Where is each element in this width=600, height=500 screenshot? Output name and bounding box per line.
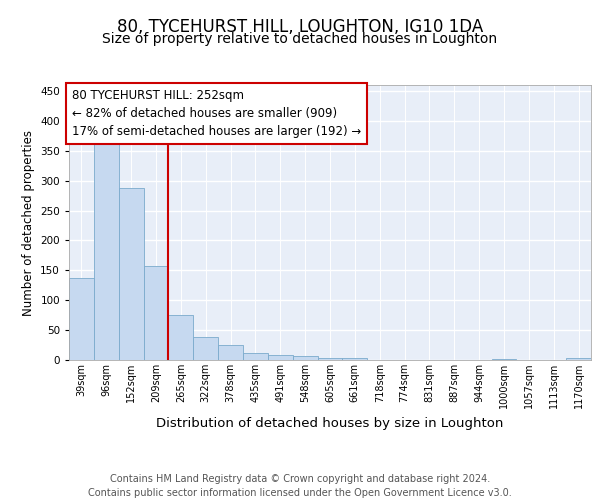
Y-axis label: Number of detached properties: Number of detached properties [22, 130, 35, 316]
Bar [293, 356, 317, 360]
Bar [69, 278, 94, 360]
Bar [268, 355, 293, 360]
Text: Size of property relative to detached houses in Loughton: Size of property relative to detached ho… [103, 32, 497, 46]
Bar [317, 358, 343, 360]
X-axis label: Distribution of detached houses by size in Loughton: Distribution of detached houses by size … [157, 416, 503, 430]
Bar [119, 188, 143, 360]
Text: 80, TYCEHURST HILL, LOUGHTON, IG10 1DA: 80, TYCEHURST HILL, LOUGHTON, IG10 1DA [117, 18, 483, 36]
Bar [193, 338, 218, 360]
Text: Contains HM Land Registry data © Crown copyright and database right 2024.
Contai: Contains HM Land Registry data © Crown c… [88, 474, 512, 498]
Bar [169, 315, 193, 360]
Bar [143, 266, 169, 360]
Text: 80 TYCEHURST HILL: 252sqm
← 82% of detached houses are smaller (909)
17% of semi: 80 TYCEHURST HILL: 252sqm ← 82% of detac… [71, 89, 361, 138]
Bar [218, 345, 243, 360]
Bar [566, 358, 591, 360]
Bar [243, 354, 268, 360]
Bar [491, 359, 517, 360]
Bar [94, 139, 119, 360]
Bar [343, 358, 367, 360]
